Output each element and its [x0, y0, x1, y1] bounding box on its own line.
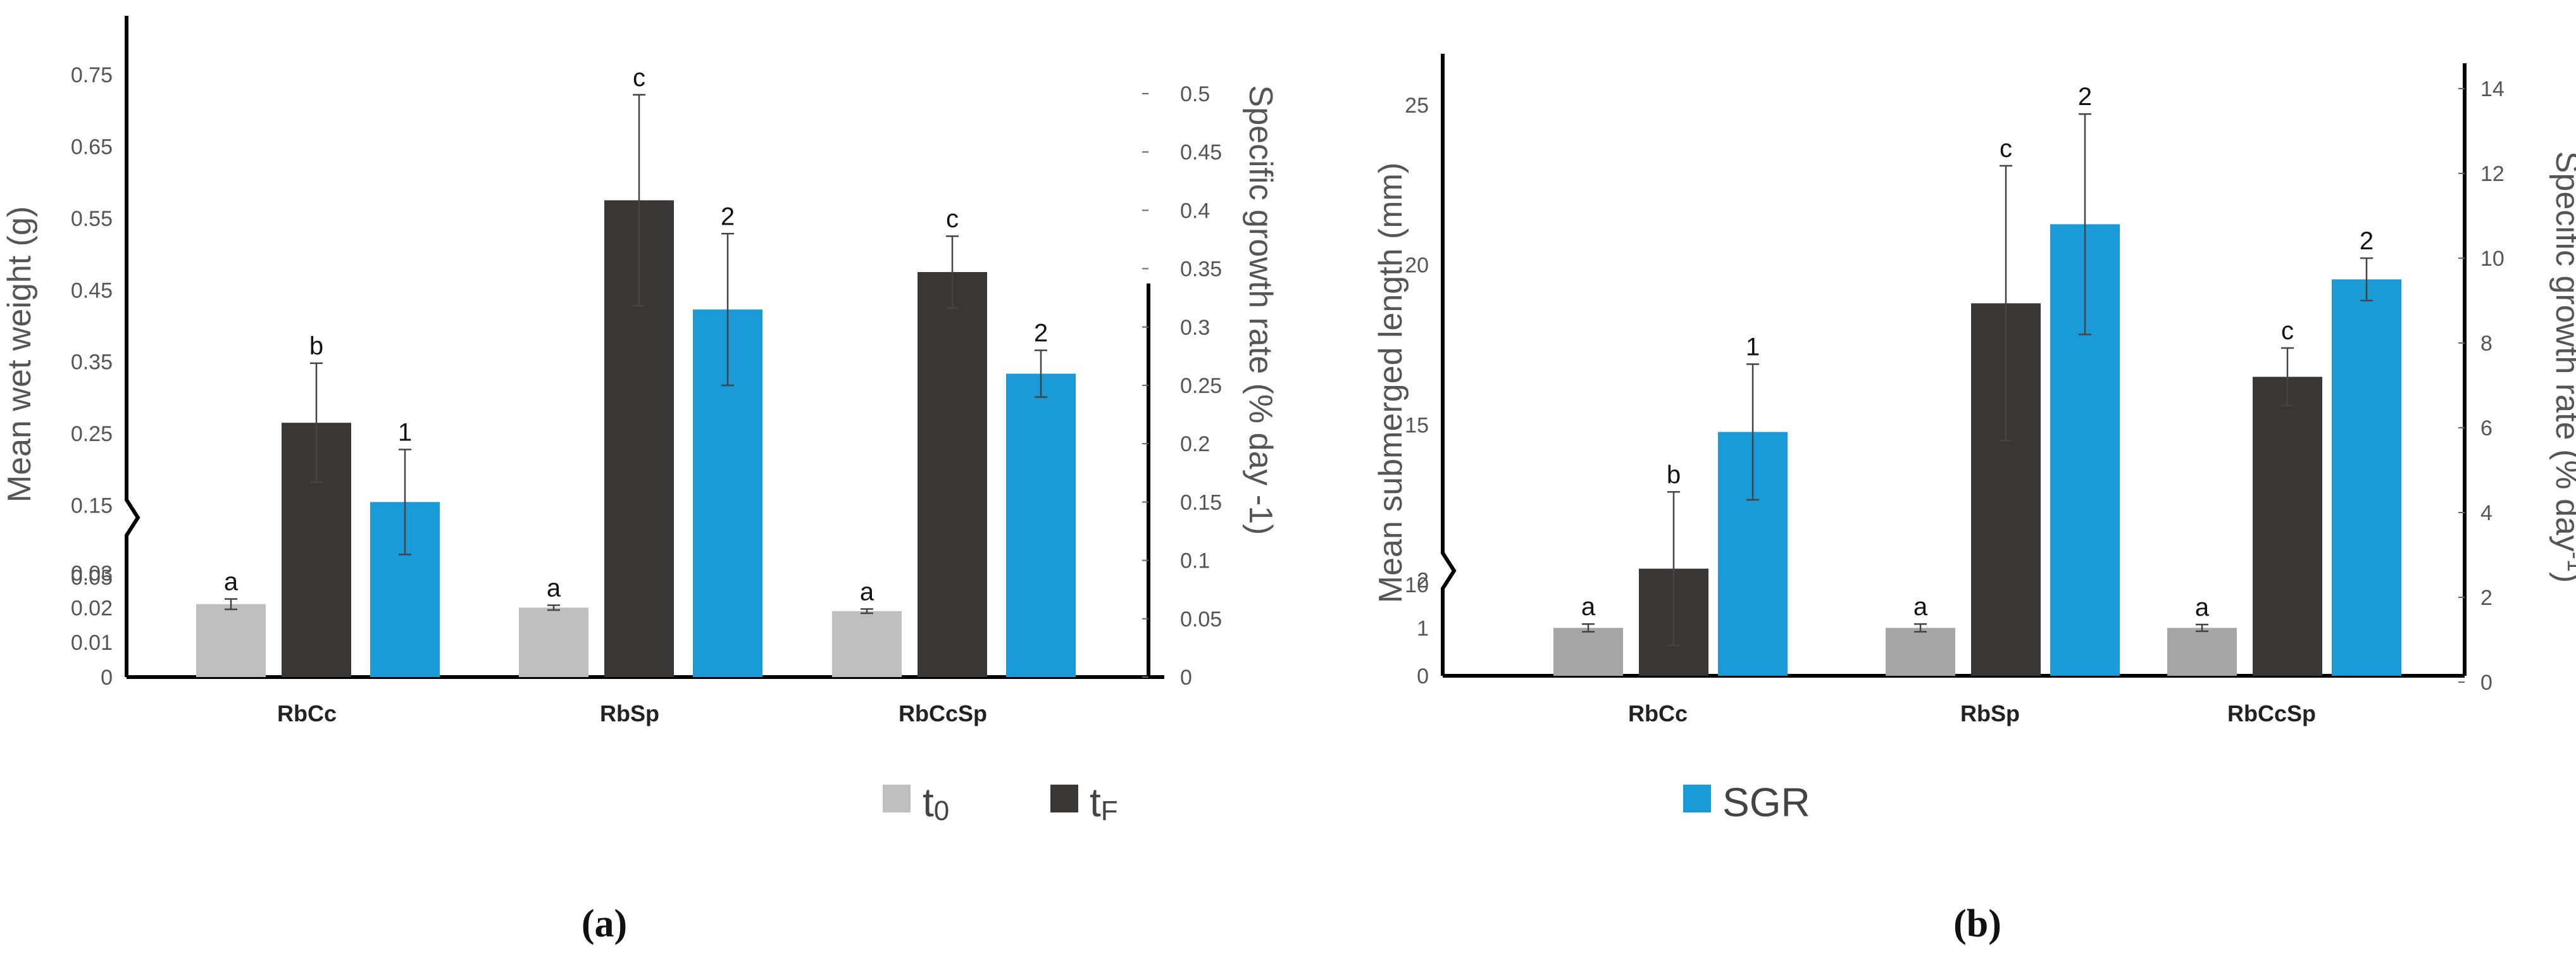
- legend: t0 tF SGR: [883, 780, 1810, 826]
- left-tick-label: 0.45: [71, 278, 113, 302]
- bar-SGR-RbCcSp: [2332, 279, 2401, 676]
- left-tick-label: 15: [1405, 413, 1429, 437]
- legend-label-SGR: SGR: [1722, 780, 1810, 825]
- significance-label: a: [860, 578, 874, 606]
- legend-label-tF-sub: F: [1101, 795, 1118, 826]
- right-tick-label: 2: [2480, 586, 2492, 610]
- significance-label: 2: [2360, 227, 2374, 255]
- legend-label-t0-main: t: [923, 780, 934, 825]
- category-label: RbCcSp: [899, 700, 987, 726]
- legend-swatch-t0: [883, 785, 911, 812]
- bar-t0-RbCcSp: [2167, 628, 2237, 676]
- significance-label: a: [224, 568, 239, 596]
- left-tick-label: 1: [1417, 616, 1429, 640]
- right-tick-label: 6: [2480, 416, 2492, 440]
- legend-swatch-SGR: [1683, 785, 1711, 812]
- significance-label: 2: [1034, 320, 1048, 347]
- bar-SGR-RbCcSp: [1006, 373, 1076, 677]
- significance-label: a: [547, 574, 561, 602]
- left-axis-line: [125, 16, 140, 677]
- category-label: RbCcSp: [2227, 700, 2316, 726]
- right-tick-label: 4: [2480, 501, 2492, 525]
- right-tick-label: 8: [2480, 332, 2492, 356]
- legend-label-tF: tF: [1090, 780, 1118, 826]
- significance-label: b: [1667, 461, 1681, 488]
- legend-label-tF-main: t: [1090, 780, 1101, 825]
- significance-label: 1: [1746, 333, 1760, 361]
- right-axis-title-main: Specific growth rate (% day: [2549, 151, 2576, 552]
- left-tick-label: 25: [1405, 94, 1429, 118]
- category-label: RbCc: [277, 700, 337, 726]
- significance-label: c: [2281, 317, 2294, 345]
- left-tick-label: 0.01: [71, 631, 113, 655]
- category-label: RbSp: [1960, 700, 2020, 726]
- right-tick-label: 0: [2480, 671, 2492, 695]
- left-tick-label: 0.35: [71, 351, 113, 375]
- right-tick-label: 10: [2480, 247, 2504, 271]
- significance-label: a: [1913, 593, 1928, 621]
- right-tick-label: 0.45: [1180, 140, 1222, 165]
- left-tick-label: 0.05: [71, 566, 113, 590]
- bar-t0-RbCc: [196, 604, 266, 677]
- significance-label: c: [633, 64, 645, 92]
- bar-tF-RbCcSp: [918, 271, 987, 677]
- left-tick-label: 0.02: [71, 596, 113, 620]
- left-tick-label: 10: [1405, 573, 1429, 597]
- right-axis-title: Specific growth rate (% day-1): [2549, 151, 2576, 583]
- significance-label: b: [309, 332, 323, 360]
- significance-label: c: [2000, 135, 2012, 163]
- legend-swatch-tF: [1050, 785, 1078, 812]
- right-axis-title-sup: -1: [2563, 552, 2576, 572]
- right-axis-title: Specific growth rate (% day -1): [1242, 85, 1279, 535]
- right-tick-label: 0.2: [1180, 432, 1210, 456]
- left-tick-label: 0.75: [71, 63, 113, 87]
- left-tick-label: 0.15: [71, 494, 113, 518]
- panel-a: 00.010.020.030.050.150.250.350.450.550.6…: [1, 16, 1279, 726]
- left-axis-line: [1441, 54, 1457, 676]
- legend-label-t0: t0: [923, 780, 949, 826]
- right-tick-label: 0.25: [1180, 374, 1222, 398]
- left-axis-title: Mean wet weight (g): [1, 206, 38, 502]
- right-tick-label: 14: [2480, 77, 2504, 101]
- right-tick-label: 0.5: [1180, 82, 1210, 106]
- significance-label: c: [946, 205, 959, 233]
- panel-label-b: (b): [1953, 902, 2001, 945]
- left-tick-label: 0: [101, 666, 113, 690]
- left-tick-label: 0: [1417, 664, 1429, 688]
- category-label: RbCc: [1628, 700, 1688, 726]
- panel-label-a: (a): [582, 902, 627, 945]
- bar-tF-RbCcSp: [2253, 376, 2322, 676]
- category-label: RbSp: [600, 700, 659, 726]
- left-tick-label: 0.65: [71, 135, 113, 159]
- left-tick-label: 2: [1417, 569, 1429, 593]
- right-tick-label: 0.4: [1180, 199, 1210, 223]
- bar-t0-RbSp: [519, 607, 588, 677]
- left-tick-label: 0.55: [71, 207, 113, 231]
- right-tick-label: 0.35: [1180, 258, 1222, 282]
- left-axis-title: Mean submerged length (mm): [1372, 163, 1409, 604]
- significance-label: 2: [721, 202, 735, 230]
- legend-label-t0-sub: 0: [934, 795, 949, 826]
- significance-label: 1: [398, 418, 412, 446]
- right-tick-label: 0.3: [1180, 316, 1210, 340]
- right-tick-label: 0.05: [1180, 607, 1222, 631]
- right-axis-title-end: ): [2549, 572, 2576, 583]
- bar-t0-RbSp: [1886, 628, 1955, 676]
- bar-t0-RbCc: [1553, 628, 1623, 676]
- bar-t0-RbCcSp: [832, 611, 902, 677]
- significance-label: a: [1581, 593, 1596, 621]
- right-tick-label: 0.1: [1180, 549, 1210, 573]
- right-tick-label: 0: [1180, 666, 1192, 690]
- left-tick-label: 0.25: [71, 422, 113, 446]
- left-tick-label: 20: [1405, 254, 1429, 278]
- significance-label: 2: [2078, 83, 2092, 111]
- left-tick-label: 0.03: [71, 561, 113, 585]
- right-tick-label: 12: [2480, 162, 2504, 186]
- significance-label: a: [2195, 594, 2210, 621]
- right-tick-label: 0.15: [1180, 490, 1222, 514]
